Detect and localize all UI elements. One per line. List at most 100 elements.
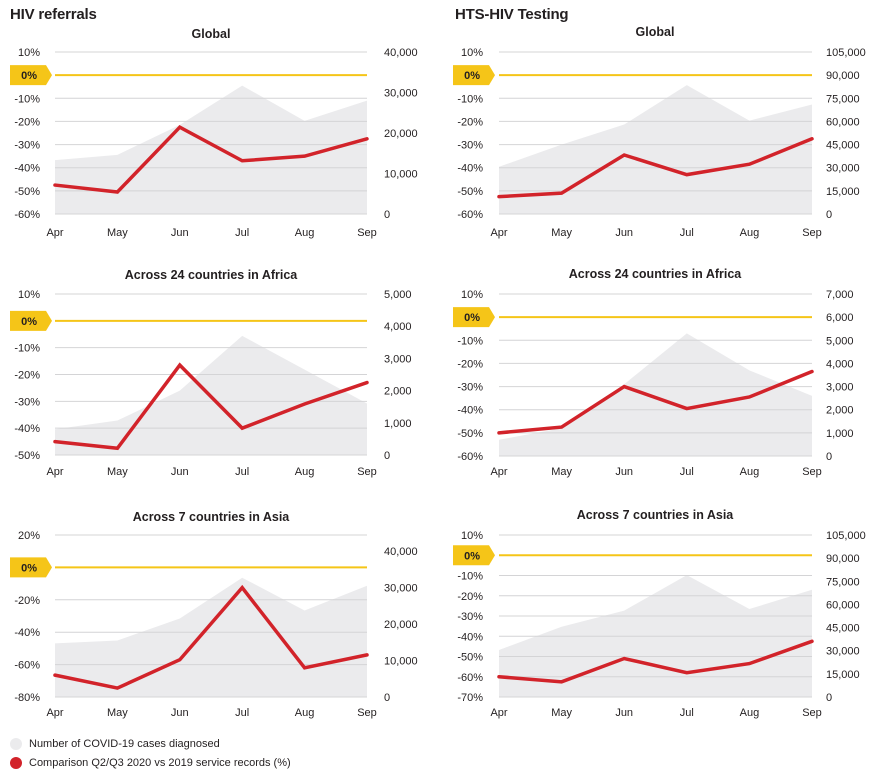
right-tick-label: 75,000: [826, 576, 860, 588]
legend-label: Number of COVID-19 cases diagnosed: [29, 738, 220, 750]
left-tick-label: -50%: [457, 428, 483, 440]
left-tick-label: 10%: [18, 289, 40, 301]
line-service-comparison: [53, 584, 369, 690]
legend-swatch-red-icon: [10, 757, 22, 769]
left-tick-label: 20%: [18, 530, 40, 542]
x-tick-label: Aug: [295, 227, 315, 239]
chart-panel-1: Global 10% -10% -20% -30% -40% -50% -60% 40,000 3…: [10, 27, 418, 239]
right-tick-label: 3,000: [826, 382, 854, 394]
left-tick-label: -60%: [14, 209, 40, 221]
left-tick-label: -70%: [457, 692, 483, 704]
right-tick-label: 30,000: [384, 88, 418, 100]
x-tick-label: Jul: [680, 466, 694, 478]
area-covid-cases: [499, 333, 812, 456]
x-tick-label: Apr: [46, 227, 63, 239]
x-tick-label: Jun: [171, 466, 189, 478]
right-tick-label: 30,000: [384, 583, 418, 595]
left-tick-label: -30%: [14, 396, 40, 408]
left-tick-label: -40%: [457, 631, 483, 643]
right-tick-label: 0: [826, 209, 832, 221]
chart-title: Across 7 countries in Asia: [133, 510, 291, 524]
right-tick-label: 75,000: [826, 93, 860, 105]
x-tick-label: Apr: [46, 707, 63, 719]
left-tick-label: -20%: [14, 370, 40, 382]
x-tick-label: Aug: [295, 466, 315, 478]
left-tick-label: -40%: [14, 423, 40, 435]
right-tick-label: 45,000: [826, 623, 860, 635]
chart-panel-4: Across 24 countries in Africa 10% -10% -20%…: [453, 267, 854, 478]
x-tick-label: Aug: [740, 707, 760, 719]
right-tick-label: 0: [826, 451, 832, 463]
right-tick-label: 4,000: [384, 321, 412, 333]
right-tick-label: 20,000: [384, 619, 418, 631]
left-tick-label: -20%: [14, 595, 40, 607]
x-tick-label: Apr: [46, 466, 63, 478]
left-tick-label: -80%: [14, 692, 40, 704]
right-tick-label: 15,000: [826, 186, 860, 198]
x-tick-label: Jul: [680, 227, 694, 239]
right-tick-label: 3,000: [384, 353, 412, 365]
zero-badge-label: 0%: [464, 550, 480, 562]
right-tick-label: 1,000: [384, 418, 412, 430]
x-tick-label: Jul: [680, 707, 694, 719]
chart-title: Global: [192, 27, 231, 41]
right-tick-label: 5,000: [826, 335, 854, 347]
left-tick-label: -20%: [14, 116, 40, 128]
x-tick-label: Apr: [490, 707, 507, 719]
right-tick-label: 6,000: [826, 312, 854, 324]
line-service-comparison: [497, 369, 814, 435]
left-tick-label: -60%: [457, 672, 483, 684]
right-tick-label: 7,000: [826, 289, 854, 301]
x-tick-label: Jun: [171, 227, 189, 239]
chart-title: Across 7 countries in Asia: [577, 508, 735, 522]
right-tick-label: 45,000: [826, 140, 860, 152]
left-tick-label: -20%: [457, 591, 483, 603]
left-tick-label: 10%: [461, 289, 483, 301]
line-service-comparison: [497, 639, 814, 684]
zero-badge-label: 0%: [464, 312, 480, 324]
left-tick-label: -10%: [457, 93, 483, 105]
chart-panel-5: Across 7 countries in Asia 20% -20% -40% -60…: [10, 510, 418, 719]
legend-item-covid-cases: Number of COVID-19 cases diagnosed: [10, 738, 220, 750]
left-tick-label: -10%: [14, 343, 40, 355]
section-title-hiv-referrals: HIV referrals: [10, 6, 97, 23]
right-tick-label: 105,000: [826, 530, 866, 542]
left-tick-label: -20%: [457, 358, 483, 370]
chart-panel-2: Global 10% -10% -20% -30% -40% -50% -60% 105,000…: [453, 25, 866, 239]
right-tick-label: 90,000: [826, 70, 860, 82]
x-tick-label: Jun: [171, 707, 189, 719]
left-tick-label: 10%: [461, 530, 483, 542]
left-tick-label: -20%: [457, 116, 483, 128]
x-tick-label: Jul: [235, 707, 249, 719]
left-tick-label: -60%: [457, 209, 483, 221]
zero-badge-label: 0%: [464, 70, 480, 82]
x-tick-label: Apr: [490, 227, 507, 239]
zero-badge-icon: [453, 545, 495, 566]
zero-badge-icon: [10, 310, 52, 331]
x-tick-label: Sep: [357, 466, 377, 478]
left-tick-label: -30%: [457, 611, 483, 623]
x-tick-label: Sep: [357, 227, 377, 239]
left-tick-label: -40%: [457, 405, 483, 417]
left-tick-label: -50%: [14, 186, 40, 198]
area-covid-cases: [55, 577, 367, 697]
x-tick-label: Jun: [615, 227, 633, 239]
zero-badge-icon: [453, 65, 495, 86]
zero-badge-label: 0%: [21, 562, 37, 574]
x-tick-label: May: [107, 707, 128, 719]
left-tick-label: -10%: [14, 93, 40, 105]
chart-title: Across 24 countries in Africa: [125, 268, 299, 282]
right-tick-label: 5,000: [384, 289, 412, 301]
x-tick-label: Sep: [802, 707, 822, 719]
line-service-comparison: [53, 125, 369, 194]
right-tick-label: 10,000: [384, 169, 418, 181]
left-tick-label: 10%: [18, 47, 40, 59]
left-tick-label: -10%: [457, 571, 483, 583]
zero-badge-icon: [453, 307, 495, 328]
left-tick-label: 10%: [461, 47, 483, 59]
right-tick-label: 105,000: [826, 47, 866, 59]
left-tick-label: -50%: [14, 450, 40, 462]
x-tick-label: May: [107, 466, 128, 478]
chart-title: Across 24 countries in Africa: [569, 267, 743, 281]
